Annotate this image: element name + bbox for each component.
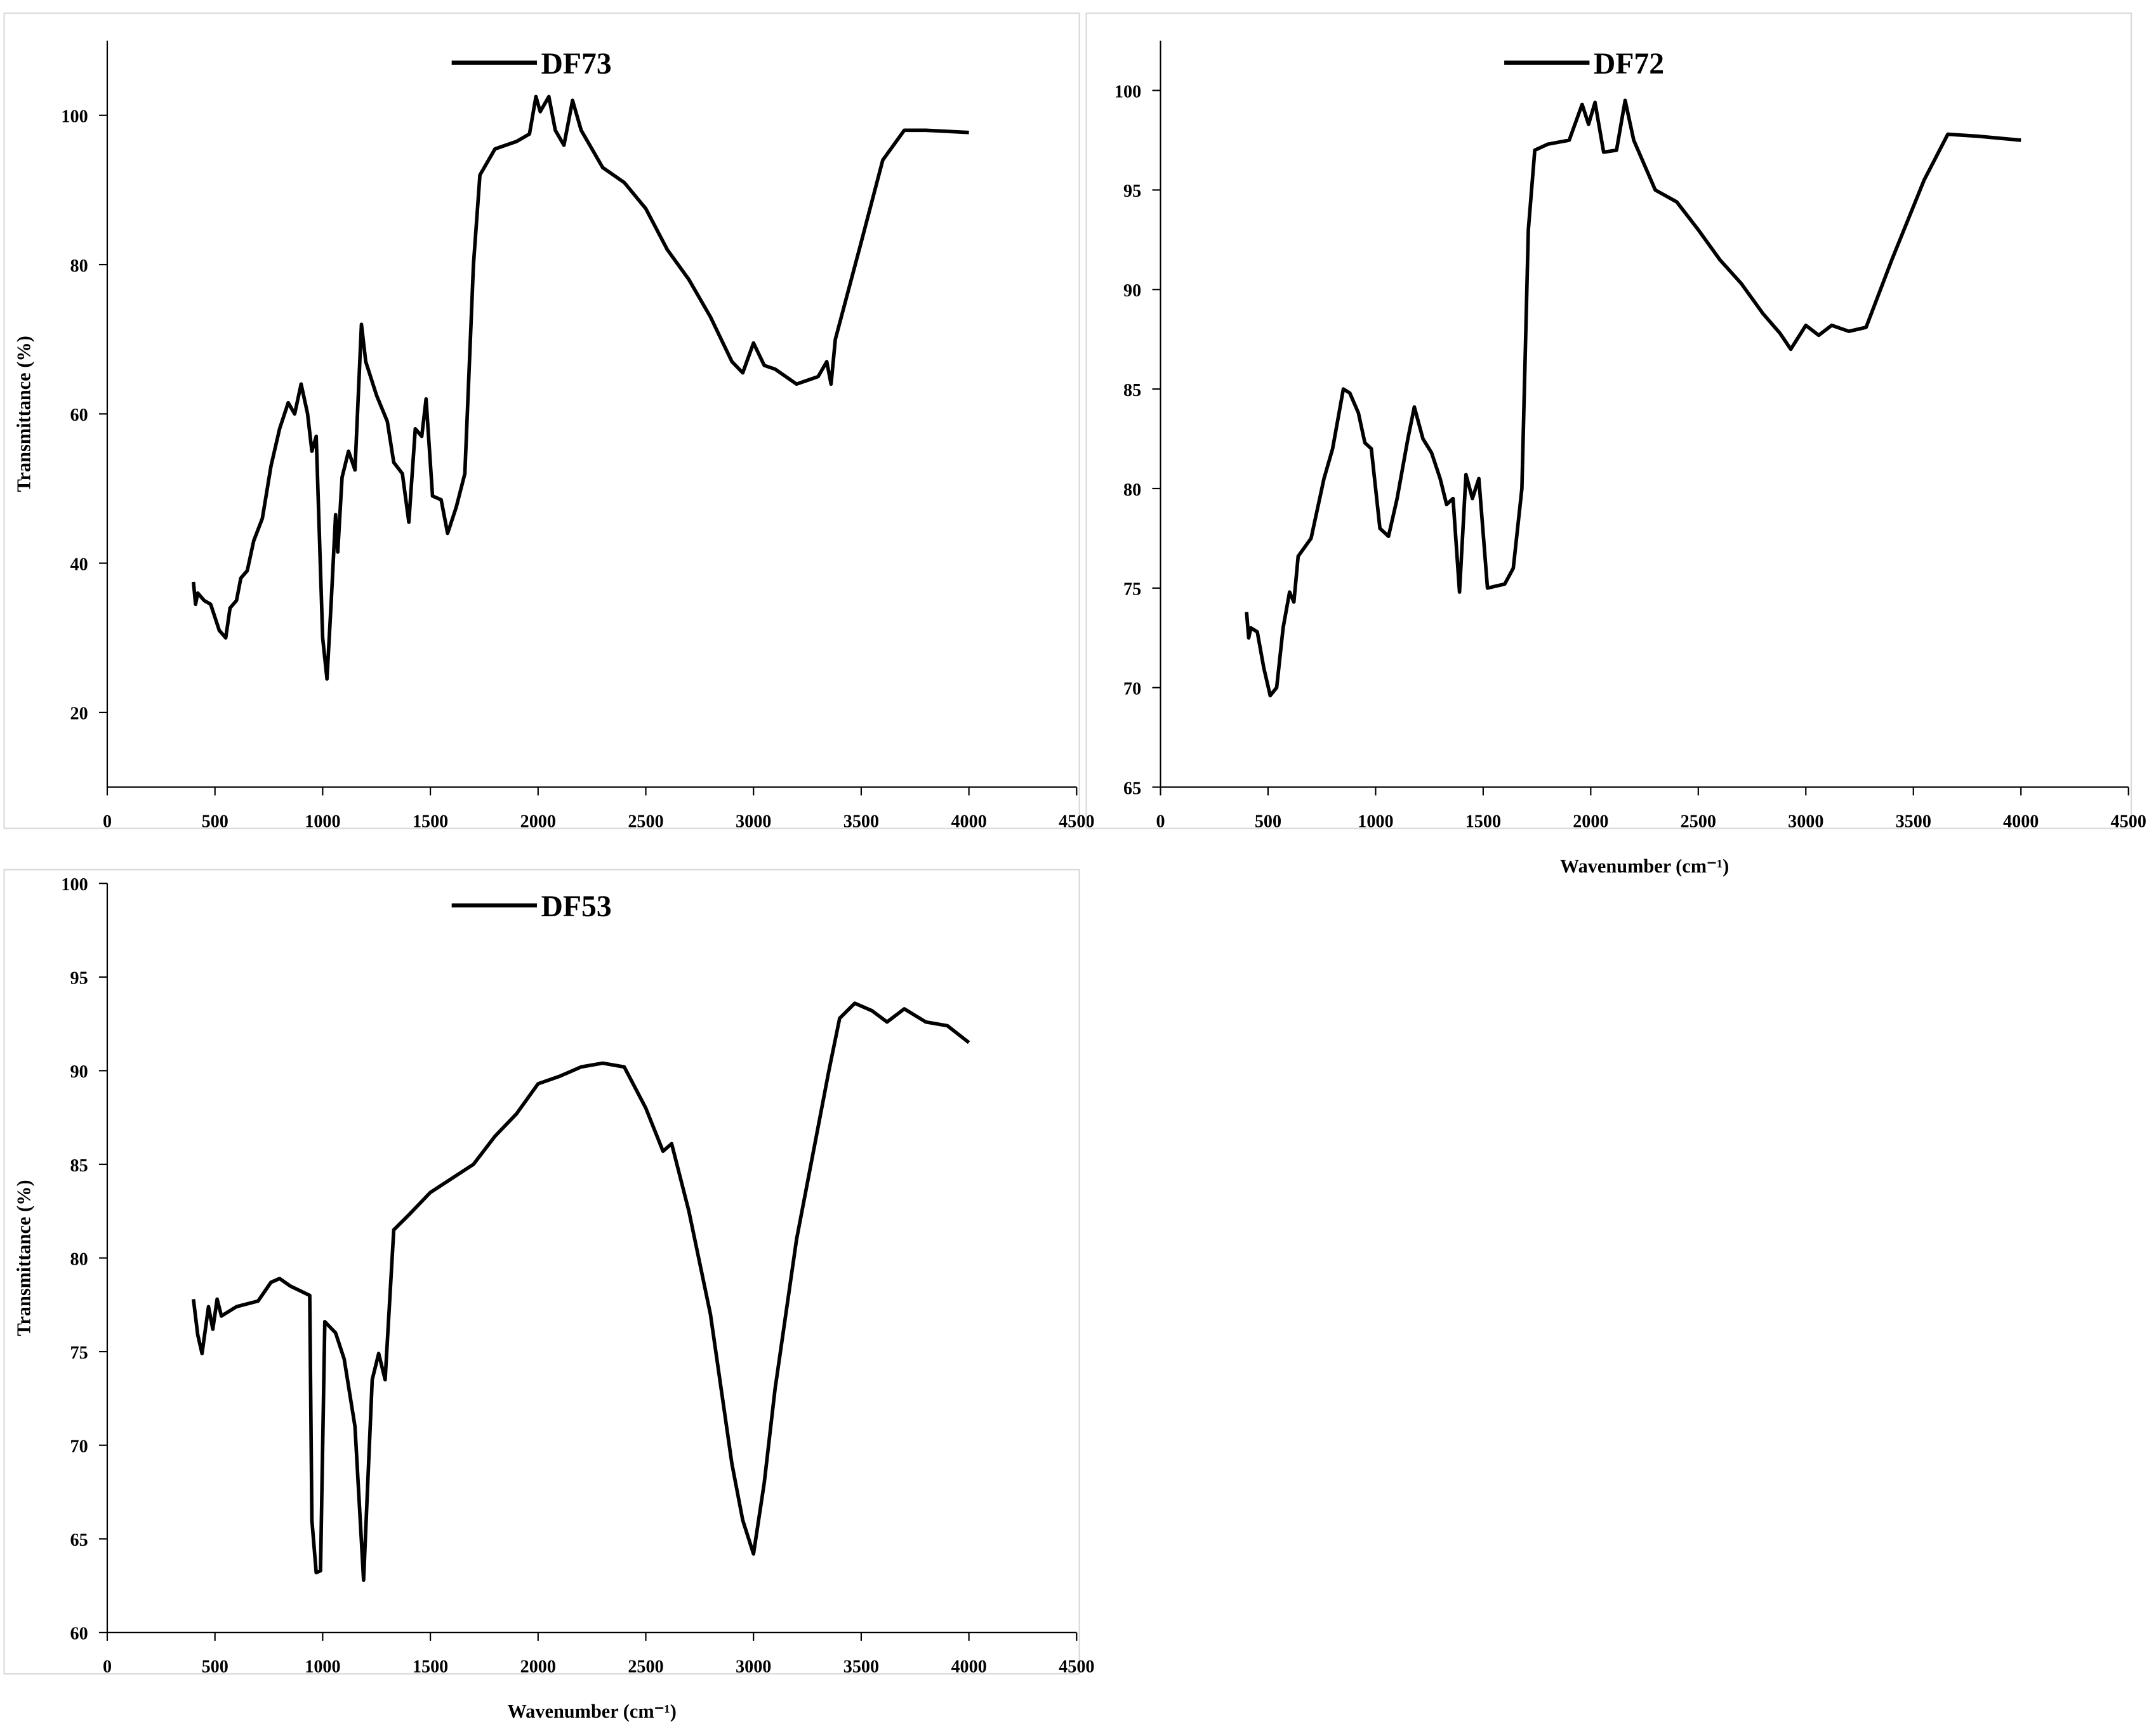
x-tick-label: 2000	[1573, 812, 1608, 831]
x-tick-label: 4500	[2111, 812, 2146, 831]
spectrum-line	[191, 95, 969, 681]
y-tick-label: 100	[1114, 82, 1141, 102]
x-tick-label: 2500	[1681, 812, 1716, 831]
spectrum-line	[191, 1001, 970, 1583]
y-tick-label: 75	[1123, 580, 1141, 600]
y-axis-label: Transmittance (%)	[13, 1180, 35, 1336]
x-tick-label: 1000	[305, 812, 340, 831]
y-tick-label: 90	[1123, 281, 1141, 301]
x-tick-label: 500	[1255, 812, 1281, 831]
x-tick-label: 4000	[951, 1657, 986, 1677]
x-tick-label: 1500	[1465, 812, 1501, 831]
x-tick-label: 3500	[1896, 812, 1931, 831]
y-tick-label: 70	[70, 1437, 88, 1457]
chart-frame	[3, 12, 1080, 829]
x-tick-label: 1500	[413, 1657, 448, 1677]
y-tick-label: 85	[1123, 381, 1141, 400]
legend-label: DF53	[541, 890, 611, 923]
x-tick-label: 3500	[843, 812, 879, 831]
x-tick-label: 1000	[1358, 812, 1393, 831]
x-tick-label: 3500	[843, 1657, 879, 1677]
legend-label: DF72	[1594, 48, 1664, 81]
y-tick-label: 80	[70, 256, 88, 276]
legend-label: DF73	[541, 48, 611, 81]
y-tick-label: 65	[70, 1530, 88, 1550]
x-axis-label: Wavenumber (cm⁻¹)	[508, 1701, 677, 1722]
y-tick-label: 90	[70, 1062, 88, 1082]
x-tick-label: 500	[202, 1657, 228, 1677]
x-tick-label: 3000	[736, 1657, 771, 1677]
x-tick-label: 4500	[1059, 1657, 1094, 1677]
x-tick-label: 3000	[736, 812, 771, 831]
y-tick-label: 60	[70, 405, 88, 425]
y-tick-label: 65	[1123, 779, 1141, 798]
y-tick-label: 60	[70, 1624, 88, 1644]
x-tick-label: 500	[202, 812, 228, 831]
y-tick-label: 80	[70, 1249, 88, 1269]
x-axis-label: Wavenumber (cm⁻¹)	[1560, 855, 1729, 877]
x-tick-label: 4000	[951, 812, 986, 831]
y-tick-label: 40	[70, 555, 88, 574]
y-tick-label: 85	[70, 1156, 88, 1176]
x-tick-label: 4000	[2003, 812, 2039, 831]
y-tick-label: 95	[1123, 181, 1141, 201]
y-tick-label: 75	[70, 1343, 88, 1363]
x-tick-label: 2500	[628, 1657, 663, 1677]
x-tick-label: 1000	[305, 1657, 340, 1677]
y-tick-label: 70	[1123, 679, 1141, 699]
chart-frame	[1085, 12, 2133, 829]
y-tick-label: 20	[70, 704, 88, 724]
x-tick-label: 2000	[520, 1657, 556, 1677]
x-tick-label: 0	[1156, 812, 1165, 831]
y-tick-label: 100	[61, 875, 88, 895]
spectrum-line	[1245, 98, 2021, 698]
y-axis-label: Transmittance (%)	[13, 336, 35, 492]
chart-frame	[3, 869, 1080, 1675]
x-tick-label: 1500	[413, 812, 448, 831]
x-tick-label: 3000	[1788, 812, 1823, 831]
y-tick-label: 100	[61, 107, 88, 127]
x-tick-label: 0	[103, 812, 112, 831]
y-tick-label: 95	[70, 969, 88, 989]
y-tick-label: 80	[1123, 480, 1141, 500]
x-tick-label: 2500	[628, 812, 663, 831]
x-tick-label: 2000	[520, 812, 556, 831]
x-tick-label: 0	[103, 1657, 112, 1677]
